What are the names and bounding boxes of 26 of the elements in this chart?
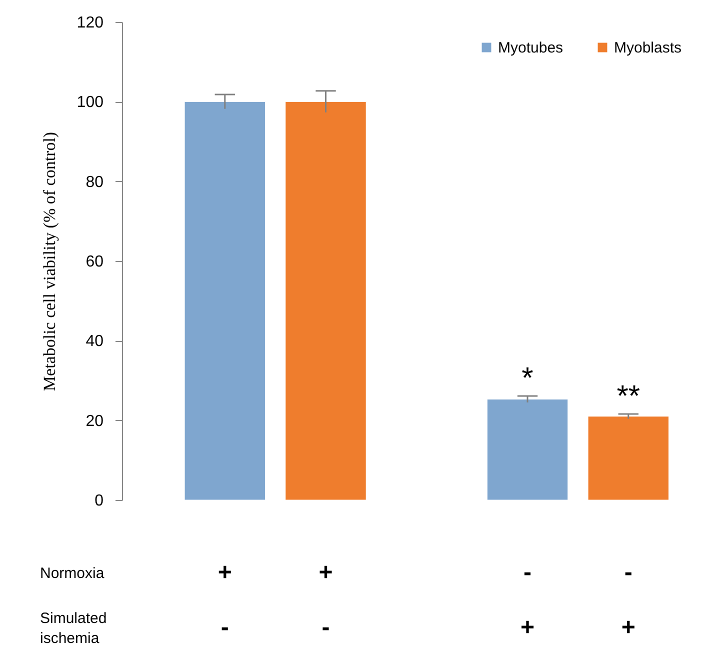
- text: +: [520, 614, 535, 641]
- y-tick-label: 80: [86, 174, 104, 191]
- y-axis-title: Metabolic cell viability (% of control): [40, 132, 59, 392]
- text: +: [218, 559, 232, 586]
- text: +: [621, 614, 636, 641]
- text: +: [318, 559, 333, 586]
- annotation: **: [616, 380, 640, 413]
- bar: [588, 416, 669, 500]
- annotation: *: [522, 362, 534, 396]
- y-tick-label: 20: [86, 412, 104, 430]
- text: -: [220, 614, 229, 641]
- text: Simulated ischemia: [40, 610, 107, 647]
- text: -: [322, 614, 330, 641]
- y-tick-label: 40: [86, 333, 104, 350]
- y-tick-label: 60: [86, 254, 104, 270]
- y-tick-label: 100: [76, 94, 104, 112]
- text: -: [624, 559, 632, 586]
- y-tick-label: 120: [76, 14, 104, 32]
- y-tick-label: 0: [94, 492, 104, 510]
- bar: [486, 398, 568, 500]
- legend-label: Myotubes: [498, 40, 564, 57]
- bar: [184, 101, 266, 500]
- bar: [285, 101, 366, 500]
- text: Normoxia: [40, 565, 105, 582]
- legend-label: Myoblasts: [614, 40, 682, 57]
- text: -: [524, 559, 532, 586]
